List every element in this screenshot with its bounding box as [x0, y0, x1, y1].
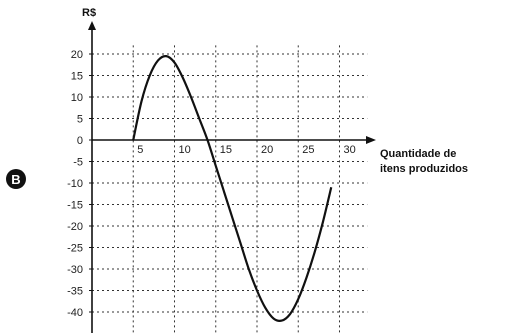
x-tick-label: 30 [344, 144, 356, 156]
x-tick-label: 10 [179, 144, 191, 156]
y-axis-label: R$ [82, 7, 96, 19]
y-tick-label: 20 [71, 49, 83, 61]
y-axis-arrow [88, 21, 96, 30]
y-tick-label: -40 [67, 307, 83, 319]
x-axis-label-line2: itens produzidos [380, 163, 468, 175]
x-tick-label: 5 [137, 144, 143, 156]
x-tick-label: 20 [261, 144, 273, 156]
y-tick-label: -10 [67, 178, 83, 190]
x-axis-label-line1: Quantidade de [380, 148, 456, 160]
x-tick-label: 25 [302, 144, 314, 156]
x-tick-label: 15 [220, 144, 232, 156]
y-tick-label: 5 [77, 114, 83, 126]
y-tick-label: -35 [67, 286, 83, 298]
y-tick-label: 10 [71, 92, 83, 104]
y-tick-label: -5 [73, 157, 83, 169]
y-tick-label: -15 [67, 200, 83, 212]
x-axis-arrow [366, 136, 376, 144]
data-curve [132, 55, 333, 322]
y-tick-label: -30 [67, 264, 83, 276]
y-tick-label: -25 [67, 243, 83, 255]
option-badge: B [6, 169, 26, 189]
tick-labels: 20 15 10 5 0 -5 -10 -15 -20 -25 -30 -35 -40 5 10 15 20 25… [67, 49, 356, 319]
option-letter: B [11, 172, 20, 187]
axes [88, 21, 376, 333]
y-tick-label: -20 [67, 221, 83, 233]
y-tick-label: 15 [71, 71, 83, 83]
grid [92, 45, 368, 333]
y-tick-label: 0 [77, 135, 83, 147]
